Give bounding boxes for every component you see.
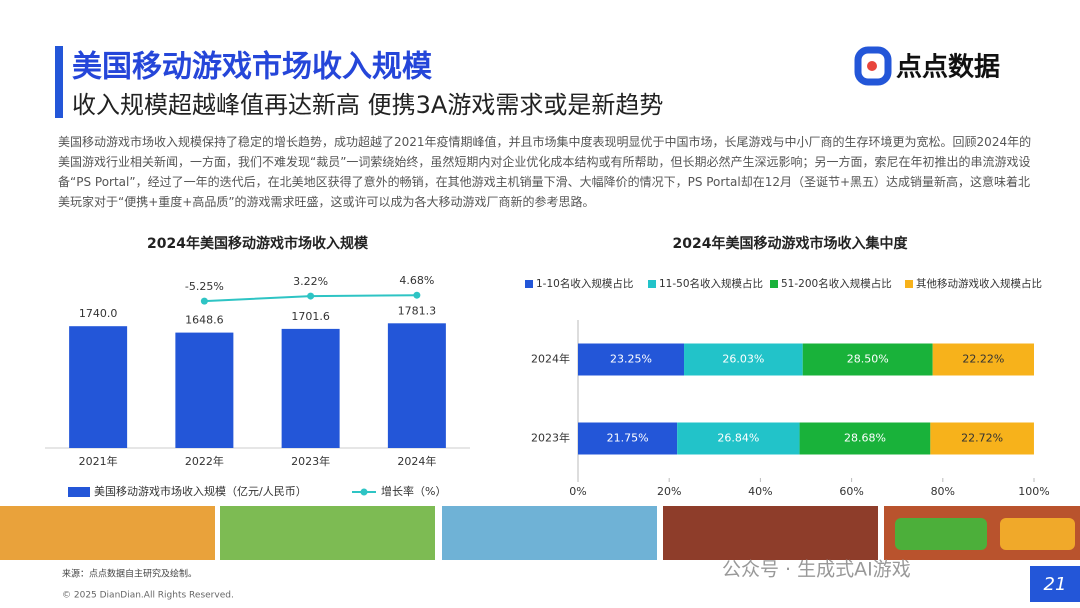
legend-swatch	[360, 488, 368, 496]
x-tick-label: 2024年	[397, 454, 436, 468]
legend-label: 1-10名收入规模占比	[536, 277, 633, 290]
segment-label: 21.75%	[607, 432, 649, 445]
legend-label: 11-50名收入规模占比	[659, 277, 763, 290]
bar-segment	[684, 343, 803, 376]
x-tick-label: 40%	[748, 485, 772, 498]
x-tick-label: 2021年	[79, 454, 118, 468]
y-tick-label: 2023年	[531, 431, 570, 445]
bar-label: 1781.3	[398, 304, 437, 317]
legend-swatch	[525, 280, 533, 288]
x-tick-label: 20%	[657, 485, 681, 498]
page-number: 21	[1044, 574, 1067, 595]
accent-bar	[55, 46, 63, 118]
paragraph: 美国移动游戏市场收入规模保持了稳定的增长趋势，成功超越了2021年疫情期峰值，并…	[58, 135, 1032, 209]
bar	[281, 328, 340, 448]
growth-label: 4.68%	[399, 274, 434, 287]
watermark: 公众号 · 生成式AI游戏	[722, 559, 911, 581]
title: 美国移动游戏市场收入规模	[72, 50, 432, 85]
legend-label: 51-200名收入规模占比	[781, 277, 892, 290]
segment-label: 22.72%	[961, 432, 1003, 445]
growth-label: 3.22%	[293, 275, 328, 288]
growth-label: -5.25%	[185, 280, 224, 293]
image-strip	[0, 506, 1080, 560]
bar	[175, 332, 234, 448]
segment-label: 28.68%	[844, 432, 886, 445]
chart-title: 2024年美国移动游戏市场收入规模	[147, 235, 369, 252]
x-tick-label: 2022年	[185, 454, 224, 468]
legend-label: 增长率（%）	[381, 484, 446, 498]
x-tick-label: 80%	[931, 485, 955, 498]
legend-swatch	[770, 280, 778, 288]
bar	[387, 323, 446, 448]
segment-label: 26.84%	[717, 432, 759, 445]
legend-swatch	[905, 280, 913, 288]
growth-point	[307, 292, 315, 300]
x-tick-label: 2023年	[291, 454, 330, 468]
bar-segment	[802, 343, 933, 376]
legend-swatch	[68, 487, 90, 497]
growth-point	[413, 291, 421, 299]
chart-title: 2024年美国移动游戏市场收入集中度	[673, 235, 909, 252]
bar-segment	[932, 343, 1034, 376]
page-number-box	[1030, 566, 1080, 602]
source: 来源：点点数据自主研究及绘制。	[62, 568, 197, 580]
bar	[69, 326, 128, 448]
x-tick-label: 0%	[569, 485, 586, 498]
bar-segment	[677, 422, 800, 455]
bar-segment	[578, 343, 685, 376]
legend-label: 其他移动游戏收入规模占比	[916, 277, 1042, 290]
bar-label: 1701.6	[291, 310, 330, 323]
y-tick-label: 2024年	[531, 352, 570, 366]
bar-label: 1740.0	[79, 307, 118, 320]
segment-label: 26.03%	[722, 353, 764, 366]
copyright: © 2025 DianDian.All Rights Reserved.	[62, 591, 234, 601]
bar-segment	[578, 422, 678, 455]
segment-label: 28.50%	[847, 353, 889, 366]
x-tick-label: 60%	[839, 485, 863, 498]
bar-label: 1648.6	[185, 314, 224, 327]
growth-point	[200, 297, 208, 305]
logo-text: 点点数据	[896, 52, 1000, 83]
legend-swatch	[648, 280, 656, 288]
logo: 点点数据	[854, 46, 1000, 86]
bar-segment	[799, 422, 931, 455]
segment-label: 22.22%	[962, 353, 1004, 366]
subtitle: 收入规模超越峰值再达新高 便携3A游戏需求或是新趋势	[72, 91, 663, 119]
legend-label: 美国移动游戏市场收入规模（亿元/人民币）	[94, 484, 307, 498]
bar-segment	[930, 422, 1034, 455]
x-tick-label: 100%	[1018, 485, 1049, 498]
segment-label: 23.25%	[610, 353, 652, 366]
